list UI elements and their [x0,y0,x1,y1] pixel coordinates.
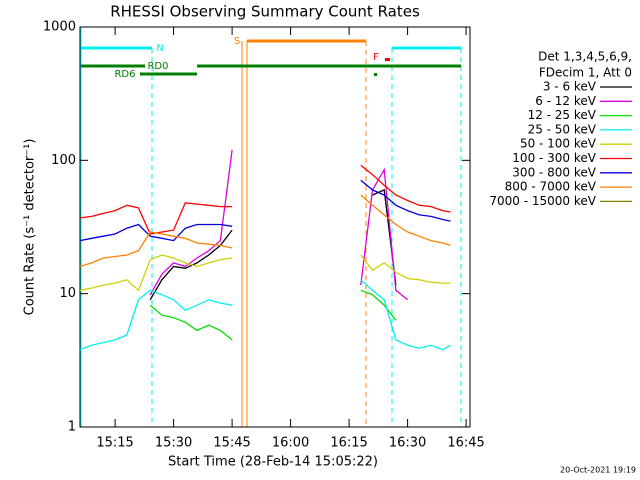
legend-label: 800 - 7000 keV [505,180,597,194]
legend-label: 25 - 50 keV [528,122,597,136]
annotation: RD0 [147,61,168,72]
annotation: RD6 [114,69,135,80]
legend-label: 300 - 800 keV [512,165,596,179]
y-tick-label: 10 [59,286,76,301]
legend-label: 3 - 6 keV [543,80,597,94]
series-line [79,279,451,351]
x-tick-label: 15:30 [155,436,192,451]
y-tick-label: 1 [68,420,76,435]
x-axis-label: Start Time (28-Feb-14 15:05:22) [168,455,378,470]
y-axis-label: Count Rate (s⁻¹ detector⁻¹) [23,139,38,316]
legend-label: 12 - 25 keV [528,108,597,122]
y-tick-label: 100 [51,153,76,168]
annotation: N [156,43,163,54]
x-tick-label: 16:30 [389,436,426,451]
legend-label: 7000 - 15000 keV [489,194,596,208]
annotation: F [373,52,379,63]
series-line [79,254,451,292]
y-tick-label: 1000 [43,20,76,35]
legend-header: FDecim 1, Att 0 [539,66,632,80]
series-line [79,194,451,268]
x-tick-label: 15:45 [213,436,250,451]
plot-frame [79,26,471,428]
x-tick-label: 16:15 [330,436,367,451]
chart-title: RHESSI Observing Summary Count Rates [110,3,420,21]
legend-label: 50 - 100 keV [520,137,597,151]
x-tick-label: 16:45 [447,436,484,451]
x-tick-label: 16:00 [272,436,309,451]
legend-header: Det 1,3,4,5,6,9, [538,50,632,64]
footer: 20-Oct-2021 19:19 [560,466,636,475]
series-line [79,179,451,242]
legend-label: 6 - 12 keV [535,94,597,108]
series-line [149,149,409,301]
x-tick-label: 15:15 [96,436,133,451]
event-markers [80,27,462,427]
annotation: S [234,36,240,47]
marker-bar [385,58,390,61]
legend-label: 100 - 300 keV [512,151,596,165]
marker-bar [374,73,377,76]
series-line [149,289,397,341]
